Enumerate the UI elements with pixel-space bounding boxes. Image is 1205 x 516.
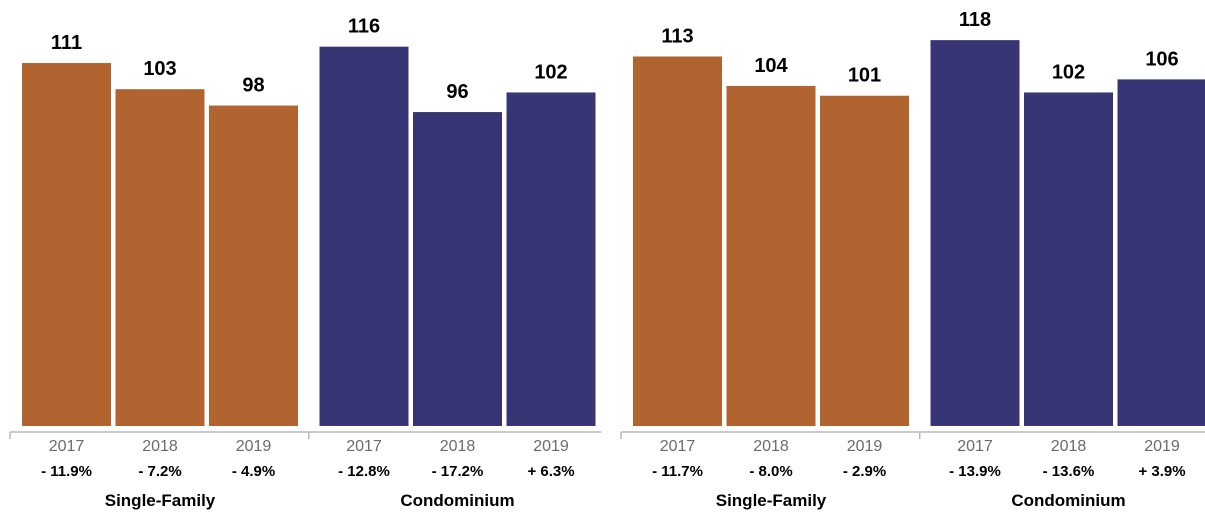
bar-single-family-2017 [22,63,111,426]
change-label: - 11.9% [41,463,92,480]
bar-single-family-2018 [726,85,816,427]
data-label: 101 [848,65,881,87]
bar-condominium-2018 [413,112,502,426]
data-label: 102 [1052,61,1085,83]
group-label-single-family: Single-Family [105,491,216,510]
x-tick-label: 2018 [753,438,789,455]
bar-condominium-2019 [506,92,596,427]
x-tick-label: 2019 [236,438,272,455]
bar-condominium-2019 [1117,79,1205,426]
change-label: - 7.2% [138,463,181,480]
change-label: - 11.7% [652,463,703,480]
data-label: 102 [534,61,567,83]
x-tick-label: 2018 [1051,438,1087,455]
change-label: + 3.9% [1138,463,1185,480]
bar-condominium-2017 [930,40,1020,426]
x-tick-label: 2018 [440,438,476,455]
x-tick-label: 2018 [142,438,178,455]
change-label: + 6.3% [527,463,574,480]
x-tick-label: 2019 [847,438,883,455]
change-label: - 4.9% [232,463,275,480]
chart-panel-2: 113 2017 - 11.7% 104 2018 - 8.0% 101 2019 - 2.9%… [620,9,1205,510]
data-label: 116 [348,16,380,38]
data-label: 111 [51,32,82,54]
change-label: - 2.9% [843,463,886,480]
bar-condominium-2018 [1024,92,1113,427]
x-tick-label: 2017 [346,438,382,455]
x-tick-label: 2019 [533,438,569,455]
group-label-condominium: Condominium [1011,491,1125,510]
x-tick-label: 2017 [660,438,696,455]
change-label: - 8.0% [749,463,792,480]
bar-single-family-2018 [115,89,205,426]
change-label: - 17.2% [432,463,484,480]
x-tick-label: 2017 [49,438,85,455]
data-label: 106 [1145,48,1178,70]
data-label: 103 [143,58,176,80]
change-label: - 12.8% [338,463,390,480]
data-label: 113 [661,25,693,47]
data-label: 96 [446,81,468,103]
group-label-single-family: Single-Family [716,491,827,510]
change-label: - 13.6% [1043,463,1095,480]
bar-single-family-2019 [820,95,909,426]
change-label: - 13.9% [949,463,1001,480]
data-label: 98 [242,75,264,97]
x-tick-label: 2017 [957,438,993,455]
chart-panel-1: 111 2017 - 11.9% 103 2018 - 7.2% 98 2019 - 4.9% 1… [9,16,602,510]
bar-single-family-2019 [209,105,298,426]
x-tick-label: 2019 [1144,438,1180,455]
group-label-condominium: Condominium [400,491,514,510]
bar-single-family-2017 [633,56,722,427]
data-label: 118 [959,9,991,31]
bar-condominium-2017 [319,46,409,427]
data-label: 104 [754,55,788,77]
